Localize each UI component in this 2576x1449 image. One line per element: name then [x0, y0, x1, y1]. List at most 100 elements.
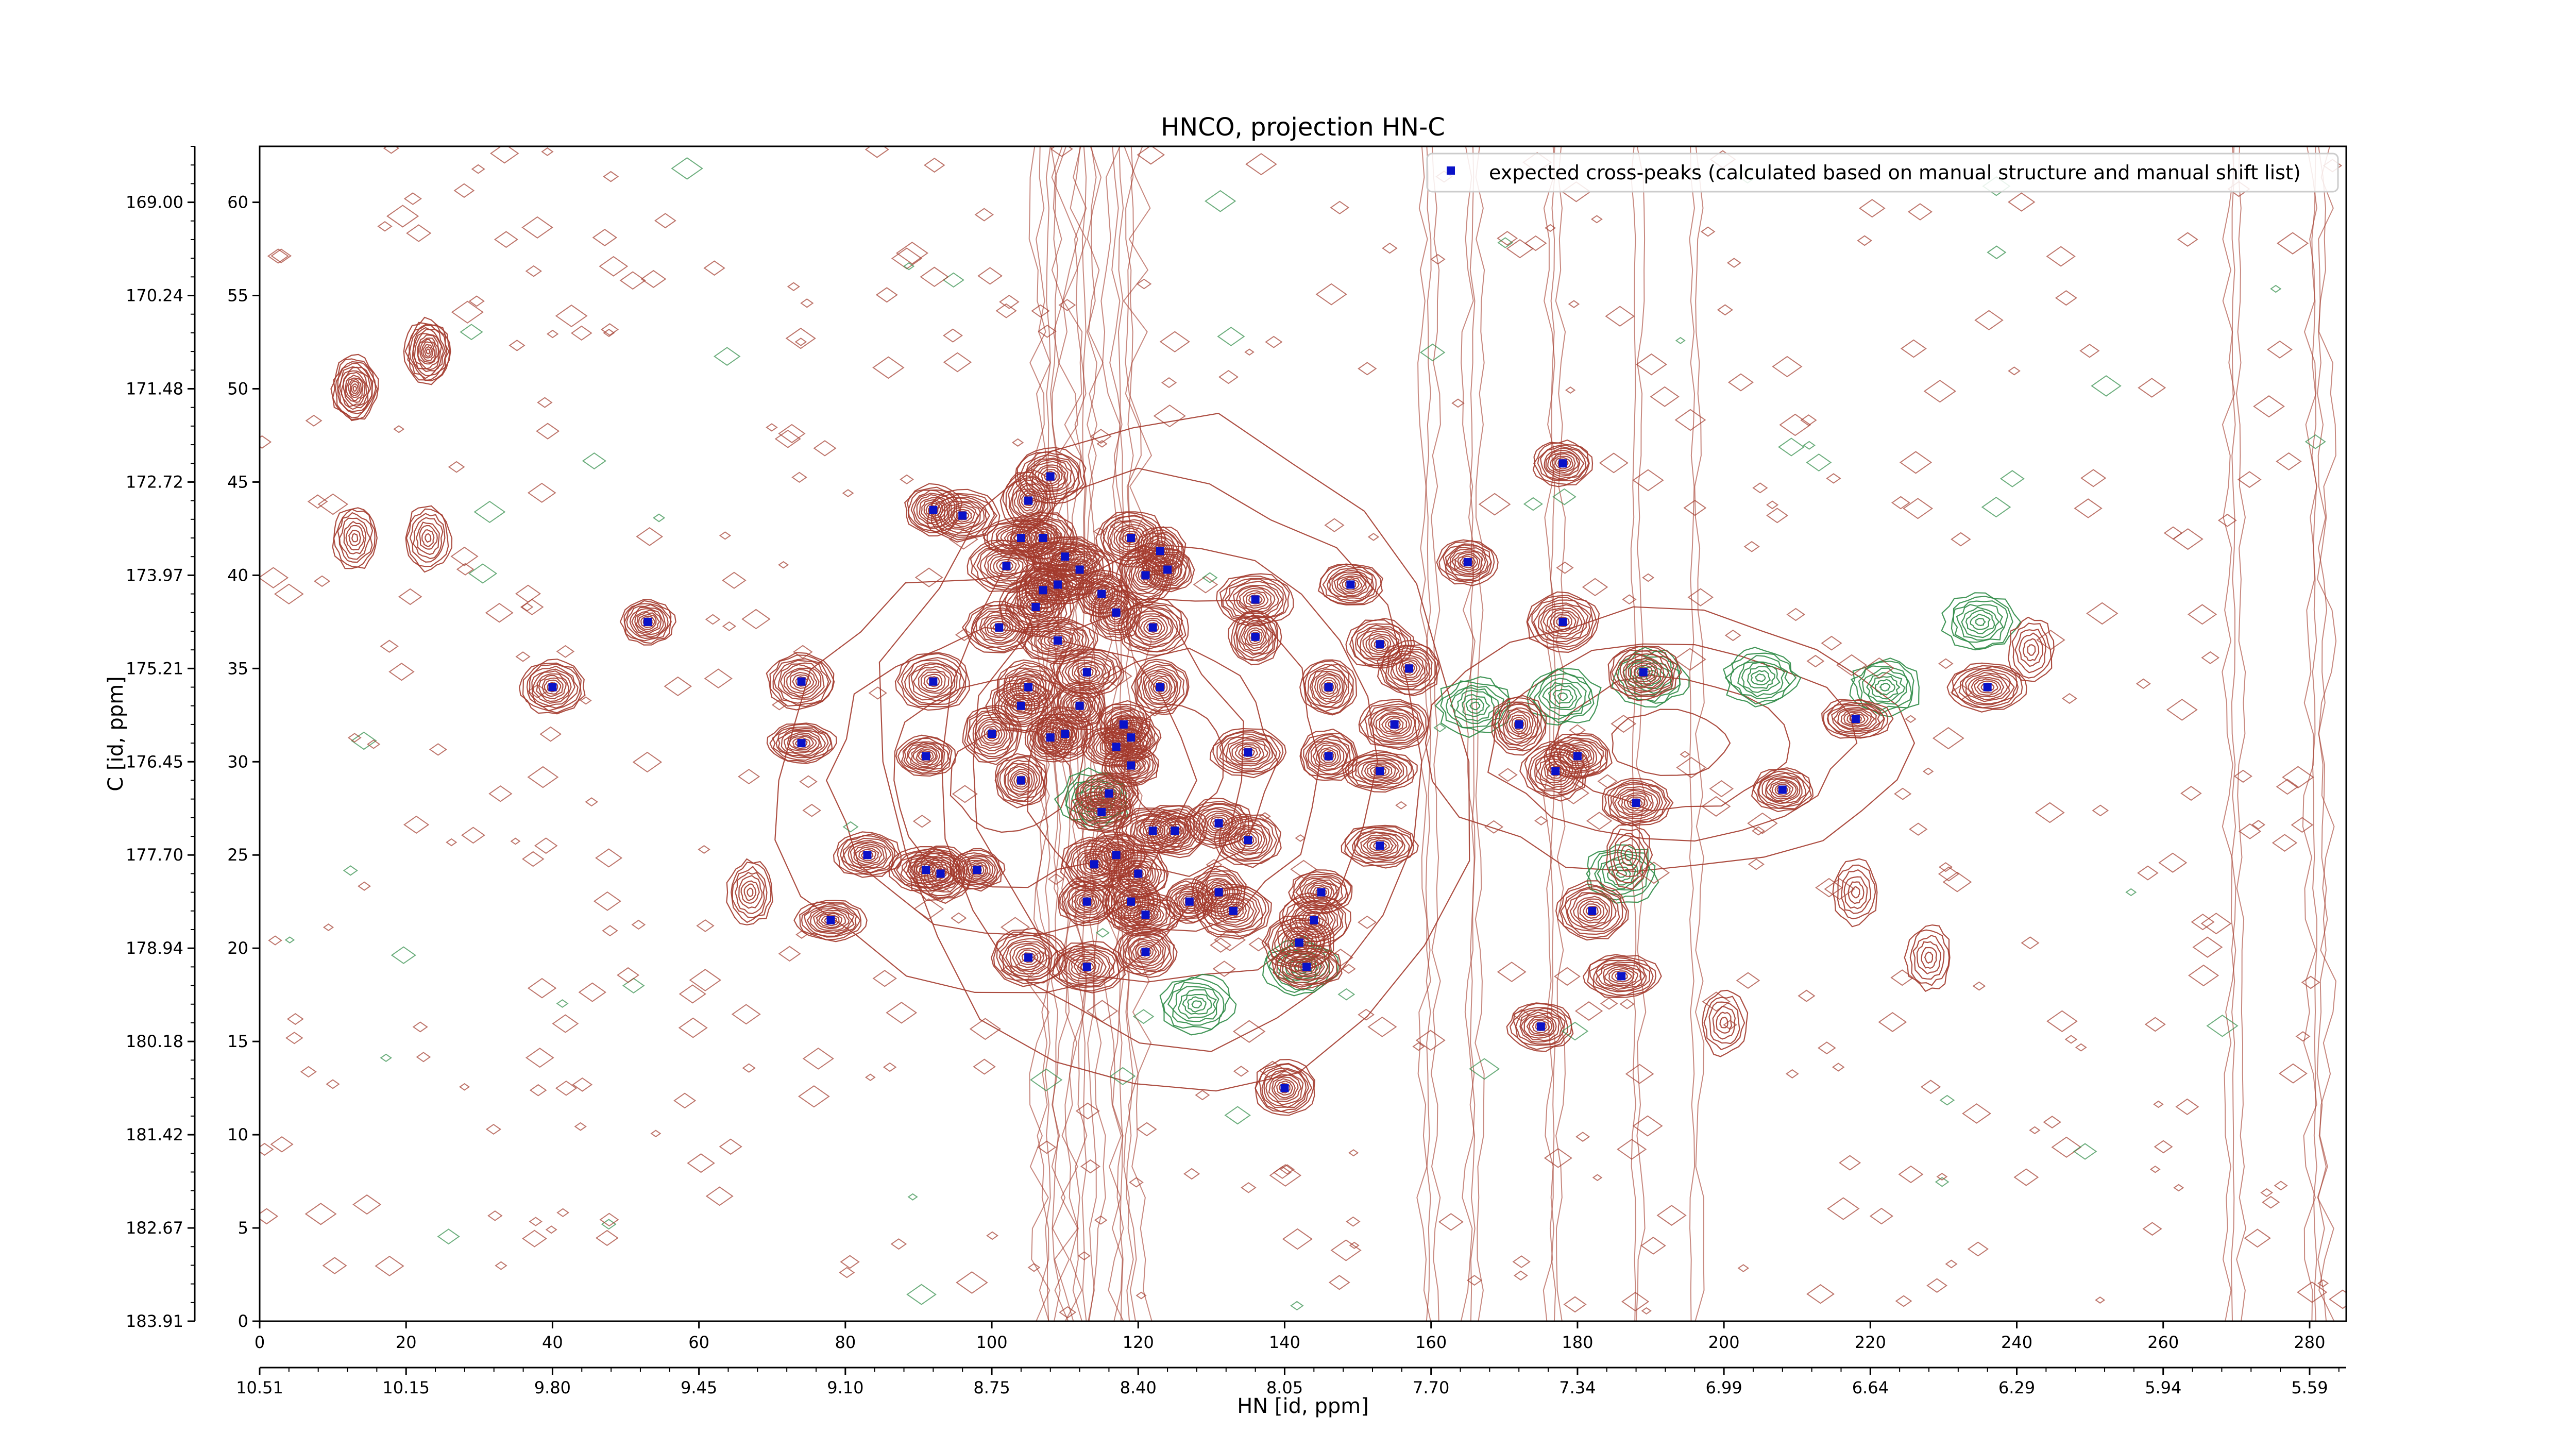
contour-line	[1620, 844, 1637, 866]
contour-line	[1222, 578, 1287, 623]
contour-noise	[1122, 784, 1134, 793]
cross-peak-marker	[988, 730, 996, 738]
cross-peak-marker	[995, 623, 1004, 632]
contour-line	[912, 848, 968, 899]
contour-line	[1553, 739, 1603, 773]
contour-line	[1446, 547, 1488, 578]
contour-line	[1603, 964, 1641, 988]
contour-line	[1598, 963, 1646, 990]
contour-line	[1024, 621, 1090, 660]
contour-line	[1239, 833, 1257, 848]
contour-line	[1379, 713, 1410, 735]
contour-line	[1133, 906, 1159, 923]
contour-line	[1034, 464, 1066, 489]
x-index-tick-label: 240	[2001, 1333, 2032, 1352]
contour-noise	[2262, 1195, 2280, 1209]
x-index-tick-label: 220	[1855, 1333, 1886, 1352]
contour-noise	[1027, 1263, 1041, 1272]
contour-line	[1565, 747, 1590, 765]
contour-line	[1233, 828, 1263, 852]
contour-line	[1139, 804, 1208, 858]
contour-line	[1446, 684, 1504, 728]
contour-noise	[1395, 801, 1408, 810]
contour-line	[1520, 1012, 1560, 1041]
contour-line	[1261, 1067, 1309, 1108]
contour-line	[1130, 659, 1190, 715]
cross-peak-marker	[973, 866, 981, 874]
contour-line	[626, 604, 669, 639]
contour-line	[775, 728, 829, 759]
cross-peak-marker	[1346, 580, 1355, 589]
contour-line	[1539, 446, 1586, 481]
contour-line	[1031, 461, 1069, 492]
contour-line	[629, 606, 667, 638]
contour-line	[1540, 604, 1586, 640]
contour-noise	[1641, 1307, 1652, 1315]
contour-line	[1962, 669, 2015, 704]
contour-line	[1866, 672, 1905, 703]
contour-line	[345, 377, 364, 401]
contour-noise	[603, 171, 619, 182]
contour-line	[1603, 779, 1671, 826]
contour-line	[1085, 857, 1104, 872]
contour-noise	[1484, 820, 1504, 834]
contour-line	[949, 848, 1006, 892]
contour-line	[1362, 631, 1398, 658]
contour-line	[1529, 668, 1595, 723]
contour-line	[1026, 457, 1075, 495]
contour-line	[1544, 447, 1585, 480]
contour-noise	[1568, 300, 1580, 308]
contour-noise	[995, 303, 1017, 318]
contour-line	[1145, 672, 1176, 702]
contour-line	[792, 674, 811, 689]
contour-line	[1059, 687, 1100, 725]
contour-line	[939, 500, 985, 532]
contour-noise	[1007, 602, 1025, 615]
contour-line	[1108, 892, 1184, 936]
contour-line	[1976, 680, 1998, 694]
contour-noise	[1109, 519, 1130, 533]
contour-noise	[1891, 496, 1910, 510]
cross-peak-marker	[1536, 1022, 1545, 1031]
contour-line	[1353, 831, 1405, 861]
contour-noise	[601, 1219, 617, 1230]
cross-peak-marker	[1251, 632, 1260, 641]
contour-noise	[906, 1284, 937, 1305]
contour-line	[907, 486, 960, 533]
contour-noise	[2253, 395, 2285, 418]
contour-line	[1005, 940, 1050, 975]
contour-noise	[956, 1271, 988, 1294]
contour-noise	[1193, 576, 1218, 594]
contour-line	[1063, 951, 1111, 982]
x-index-tick-label: 140	[1269, 1333, 1300, 1352]
contour-line	[1263, 1069, 1307, 1108]
contour-line	[1329, 569, 1373, 599]
contour-noise	[599, 1212, 619, 1227]
contour-line	[624, 603, 672, 642]
contour-noise	[2276, 779, 2299, 795]
contour-line	[1197, 873, 1241, 913]
contour-line	[1609, 646, 1678, 698]
cross-peak-marker	[922, 866, 930, 874]
contour-noise	[872, 970, 897, 987]
contour-noise	[2175, 1098, 2199, 1115]
contour-line	[1547, 609, 1579, 635]
x-ppm-tick-label: 10.15	[382, 1378, 430, 1397]
contour-noise	[2200, 913, 2232, 935]
contour-line	[996, 659, 1062, 715]
cross-peak-marker	[1090, 860, 1098, 869]
contour-line	[1219, 733, 1277, 771]
contour-line	[1299, 659, 1357, 716]
contour-line	[1061, 656, 1112, 690]
contour-noise	[1367, 1016, 1397, 1037]
contour-line	[1625, 658, 1663, 687]
y-index-tick-label: 50	[227, 379, 248, 398]
contour-line	[1061, 839, 1126, 890]
contour-noise	[1513, 1270, 1528, 1281]
contour-noise	[722, 571, 747, 589]
contour-line	[1540, 758, 1570, 783]
contour-line	[968, 862, 987, 878]
contour-noise	[1864, 657, 1894, 679]
contour-noise	[545, 1225, 557, 1234]
contour-line	[1120, 931, 1172, 975]
